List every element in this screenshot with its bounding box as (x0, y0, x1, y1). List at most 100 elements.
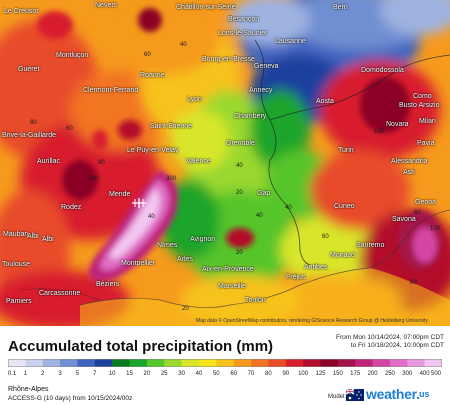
contour-label: 40 (285, 205, 292, 211)
city-label: Turin (338, 147, 354, 154)
weather-us-logo-suffix: us (419, 389, 430, 399)
city-label: Savona (392, 216, 416, 223)
city-label: Lyon (187, 96, 202, 103)
contour-label: 40 (148, 214, 155, 220)
color-scale-tick-label: 125 (315, 371, 326, 377)
color-scale-swatch (112, 359, 130, 367)
color-scale-tick-label: 2 (41, 371, 45, 377)
color-scale-swatch (407, 359, 426, 367)
color-scale-tick-label: 20 (143, 371, 151, 377)
color-scale-tick-label: 400 (419, 371, 430, 377)
city-label: Mauban (3, 231, 29, 238)
location-marker-icon (132, 198, 146, 208)
city-label: Domodossola (361, 67, 404, 74)
city-label: Busto Arsizio (399, 102, 440, 109)
city-label: Montluçon (56, 52, 89, 59)
contour-label: 100 (374, 129, 385, 135)
city-label: Béziers (96, 281, 120, 288)
color-scale-tick-label: 15 (126, 371, 133, 377)
city-label: Guéret (18, 66, 40, 73)
city-label: Antibes (304, 264, 328, 271)
contour-label: 20 (182, 306, 189, 312)
city-label: Roanne (140, 72, 165, 79)
color-scale-swatch (424, 359, 442, 367)
date-to: to Fri 10/18/2024, 10:00pm CDT (350, 342, 444, 349)
color-scale-tick-label: 3 (58, 371, 62, 377)
color-scale-swatch (216, 359, 235, 367)
model-info: ACCESS-G (10 days) from 10/15/2024/00z (8, 395, 133, 402)
color-scale-swatch (251, 359, 269, 367)
city-label: Novara (386, 121, 409, 128)
precipitation-map: Nevers Châtillon-sur-Seine Bern Besançon… (0, 0, 450, 326)
color-scale-tick-label: 60 (230, 371, 238, 377)
city-label: Aurillac (37, 158, 60, 165)
color-scale-tick-label: 70 (247, 371, 255, 377)
city-label: Gap (257, 190, 271, 197)
color-scale-tick-label: 80 (265, 371, 272, 377)
color-scale-tick-label: 0.1 (7, 371, 17, 377)
color-scale-tick-label: 300 (402, 371, 413, 377)
color-scale-ticks: 0.1 1 2 3 5 7 10 15 20 25 30 40 50 60 70 80 90 100 125 150 1… (8, 371, 442, 379)
contour-label: 60 (410, 280, 417, 286)
legend-title: Accumulated total precipitation (mm) (8, 338, 274, 355)
city-label: Le Puy-en-Velay (127, 147, 179, 154)
city-label: Monaco (330, 252, 355, 259)
city-label: Mende (109, 191, 131, 198)
contour-label: 20 (236, 190, 243, 196)
color-scale-bar (8, 359, 442, 367)
city-label: Clermont-Ferrand (83, 87, 139, 94)
contour-label: 40 (236, 163, 243, 169)
date-from: From Mon 10/14/2024, 07:00pm CDT (335, 334, 444, 341)
city-label: Bern (333, 4, 348, 11)
color-scale-tick-label: 250 (384, 371, 395, 377)
city-label: Cuneo (334, 203, 355, 210)
contour-label: 40 (256, 213, 263, 219)
color-scale-swatch (181, 359, 200, 367)
city-label: Arles (177, 256, 193, 263)
color-scale-swatch (285, 359, 304, 367)
weather-us-logo[interactable]: weather. (366, 386, 420, 402)
contour-label: 100 (430, 226, 441, 232)
color-scale-tick-label: 500 (430, 371, 442, 377)
color-scale-swatch (129, 359, 148, 367)
color-scale-tick-label: 25 (160, 371, 168, 377)
city-label: Albi (27, 233, 39, 240)
color-scale-swatch (25, 359, 44, 367)
contour-label: 80 (30, 120, 37, 126)
city-label: Besançon (228, 16, 260, 23)
city-label: Avignon (190, 236, 216, 243)
city-label: Annecy (249, 87, 273, 94)
color-scale-tick-label: 90 (282, 371, 290, 377)
city-label: Pavia (417, 140, 435, 147)
color-scale-tick-label: 30 (178, 371, 185, 377)
city-label: Fréjus (286, 274, 306, 281)
city-label: Bourg-en-Bresse (202, 56, 255, 63)
precipitation-field (0, 0, 450, 326)
city-label: Montpellier (121, 260, 156, 267)
city-label: Aix-en-Provence (202, 266, 254, 273)
map-attribution: Map data © OpenStreetMap contributors, r… (196, 318, 428, 324)
color-scale-swatch (268, 359, 287, 367)
contour-label: 40 (180, 42, 187, 48)
color-scale-tick-label: 10 (108, 371, 116, 377)
contour-label: 60 (66, 126, 73, 132)
city-label: Geneva (254, 63, 279, 70)
contour-label: 60 (322, 234, 329, 240)
city-label: Châtillon-sur-Seine (176, 4, 236, 11)
color-scale-frame (8, 359, 442, 367)
city-label: Asti (403, 169, 415, 176)
city-label: Rodez (61, 204, 82, 211)
contour-label: 60 (414, 210, 421, 216)
city-label: Aosta (316, 98, 334, 105)
color-scale-swatch (303, 359, 321, 367)
color-scale-swatch (164, 359, 182, 367)
color-scale-swatch (94, 359, 113, 367)
color-scale-swatch (42, 359, 61, 367)
color-scale-tick-label: 5 (75, 371, 80, 377)
contour-label: 100 (88, 176, 99, 182)
color-scale-swatch (233, 359, 252, 367)
model-label: Model: (328, 394, 347, 400)
city-label: Genoa (415, 199, 437, 206)
city-label: Toulouse (2, 261, 31, 268)
color-scale-tick-label: 150 (332, 371, 343, 377)
